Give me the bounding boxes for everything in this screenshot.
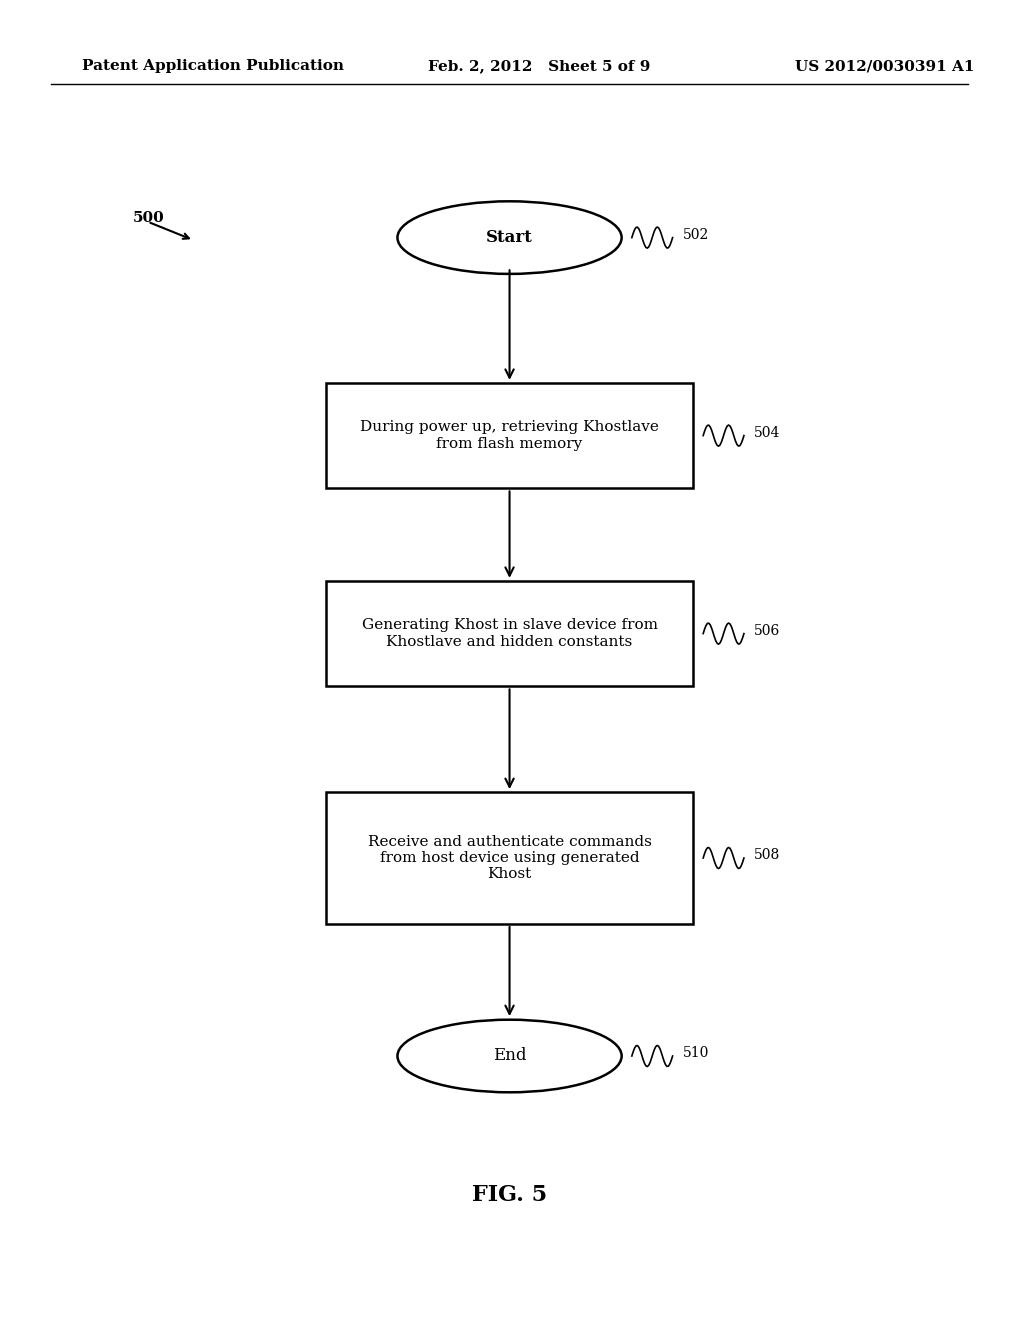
Text: During power up, retrieving Khostlave
from flash memory: During power up, retrieving Khostlave fr… xyxy=(360,421,659,450)
FancyBboxPatch shape xyxy=(326,581,693,686)
FancyBboxPatch shape xyxy=(326,792,693,924)
Ellipse shape xyxy=(397,202,622,275)
Text: 506: 506 xyxy=(754,624,780,638)
Text: 510: 510 xyxy=(683,1047,710,1060)
Text: 500: 500 xyxy=(132,211,164,224)
Text: Feb. 2, 2012   Sheet 5 of 9: Feb. 2, 2012 Sheet 5 of 9 xyxy=(428,59,650,74)
Text: Patent Application Publication: Patent Application Publication xyxy=(82,59,343,74)
Text: End: End xyxy=(493,1048,526,1064)
Text: Start: Start xyxy=(486,230,532,246)
Text: Receive and authenticate commands
from host device using generated
Khost: Receive and authenticate commands from h… xyxy=(368,834,651,882)
Text: 504: 504 xyxy=(754,426,780,440)
Text: 508: 508 xyxy=(754,849,780,862)
Text: Generating Khost in slave device from
Khostlave and hidden constants: Generating Khost in slave device from Kh… xyxy=(361,619,657,648)
Text: 502: 502 xyxy=(683,228,709,242)
Text: US 2012/0030391 A1: US 2012/0030391 A1 xyxy=(795,59,975,74)
Ellipse shape xyxy=(397,1019,622,1093)
FancyBboxPatch shape xyxy=(326,383,693,488)
Text: FIG. 5: FIG. 5 xyxy=(472,1184,547,1205)
